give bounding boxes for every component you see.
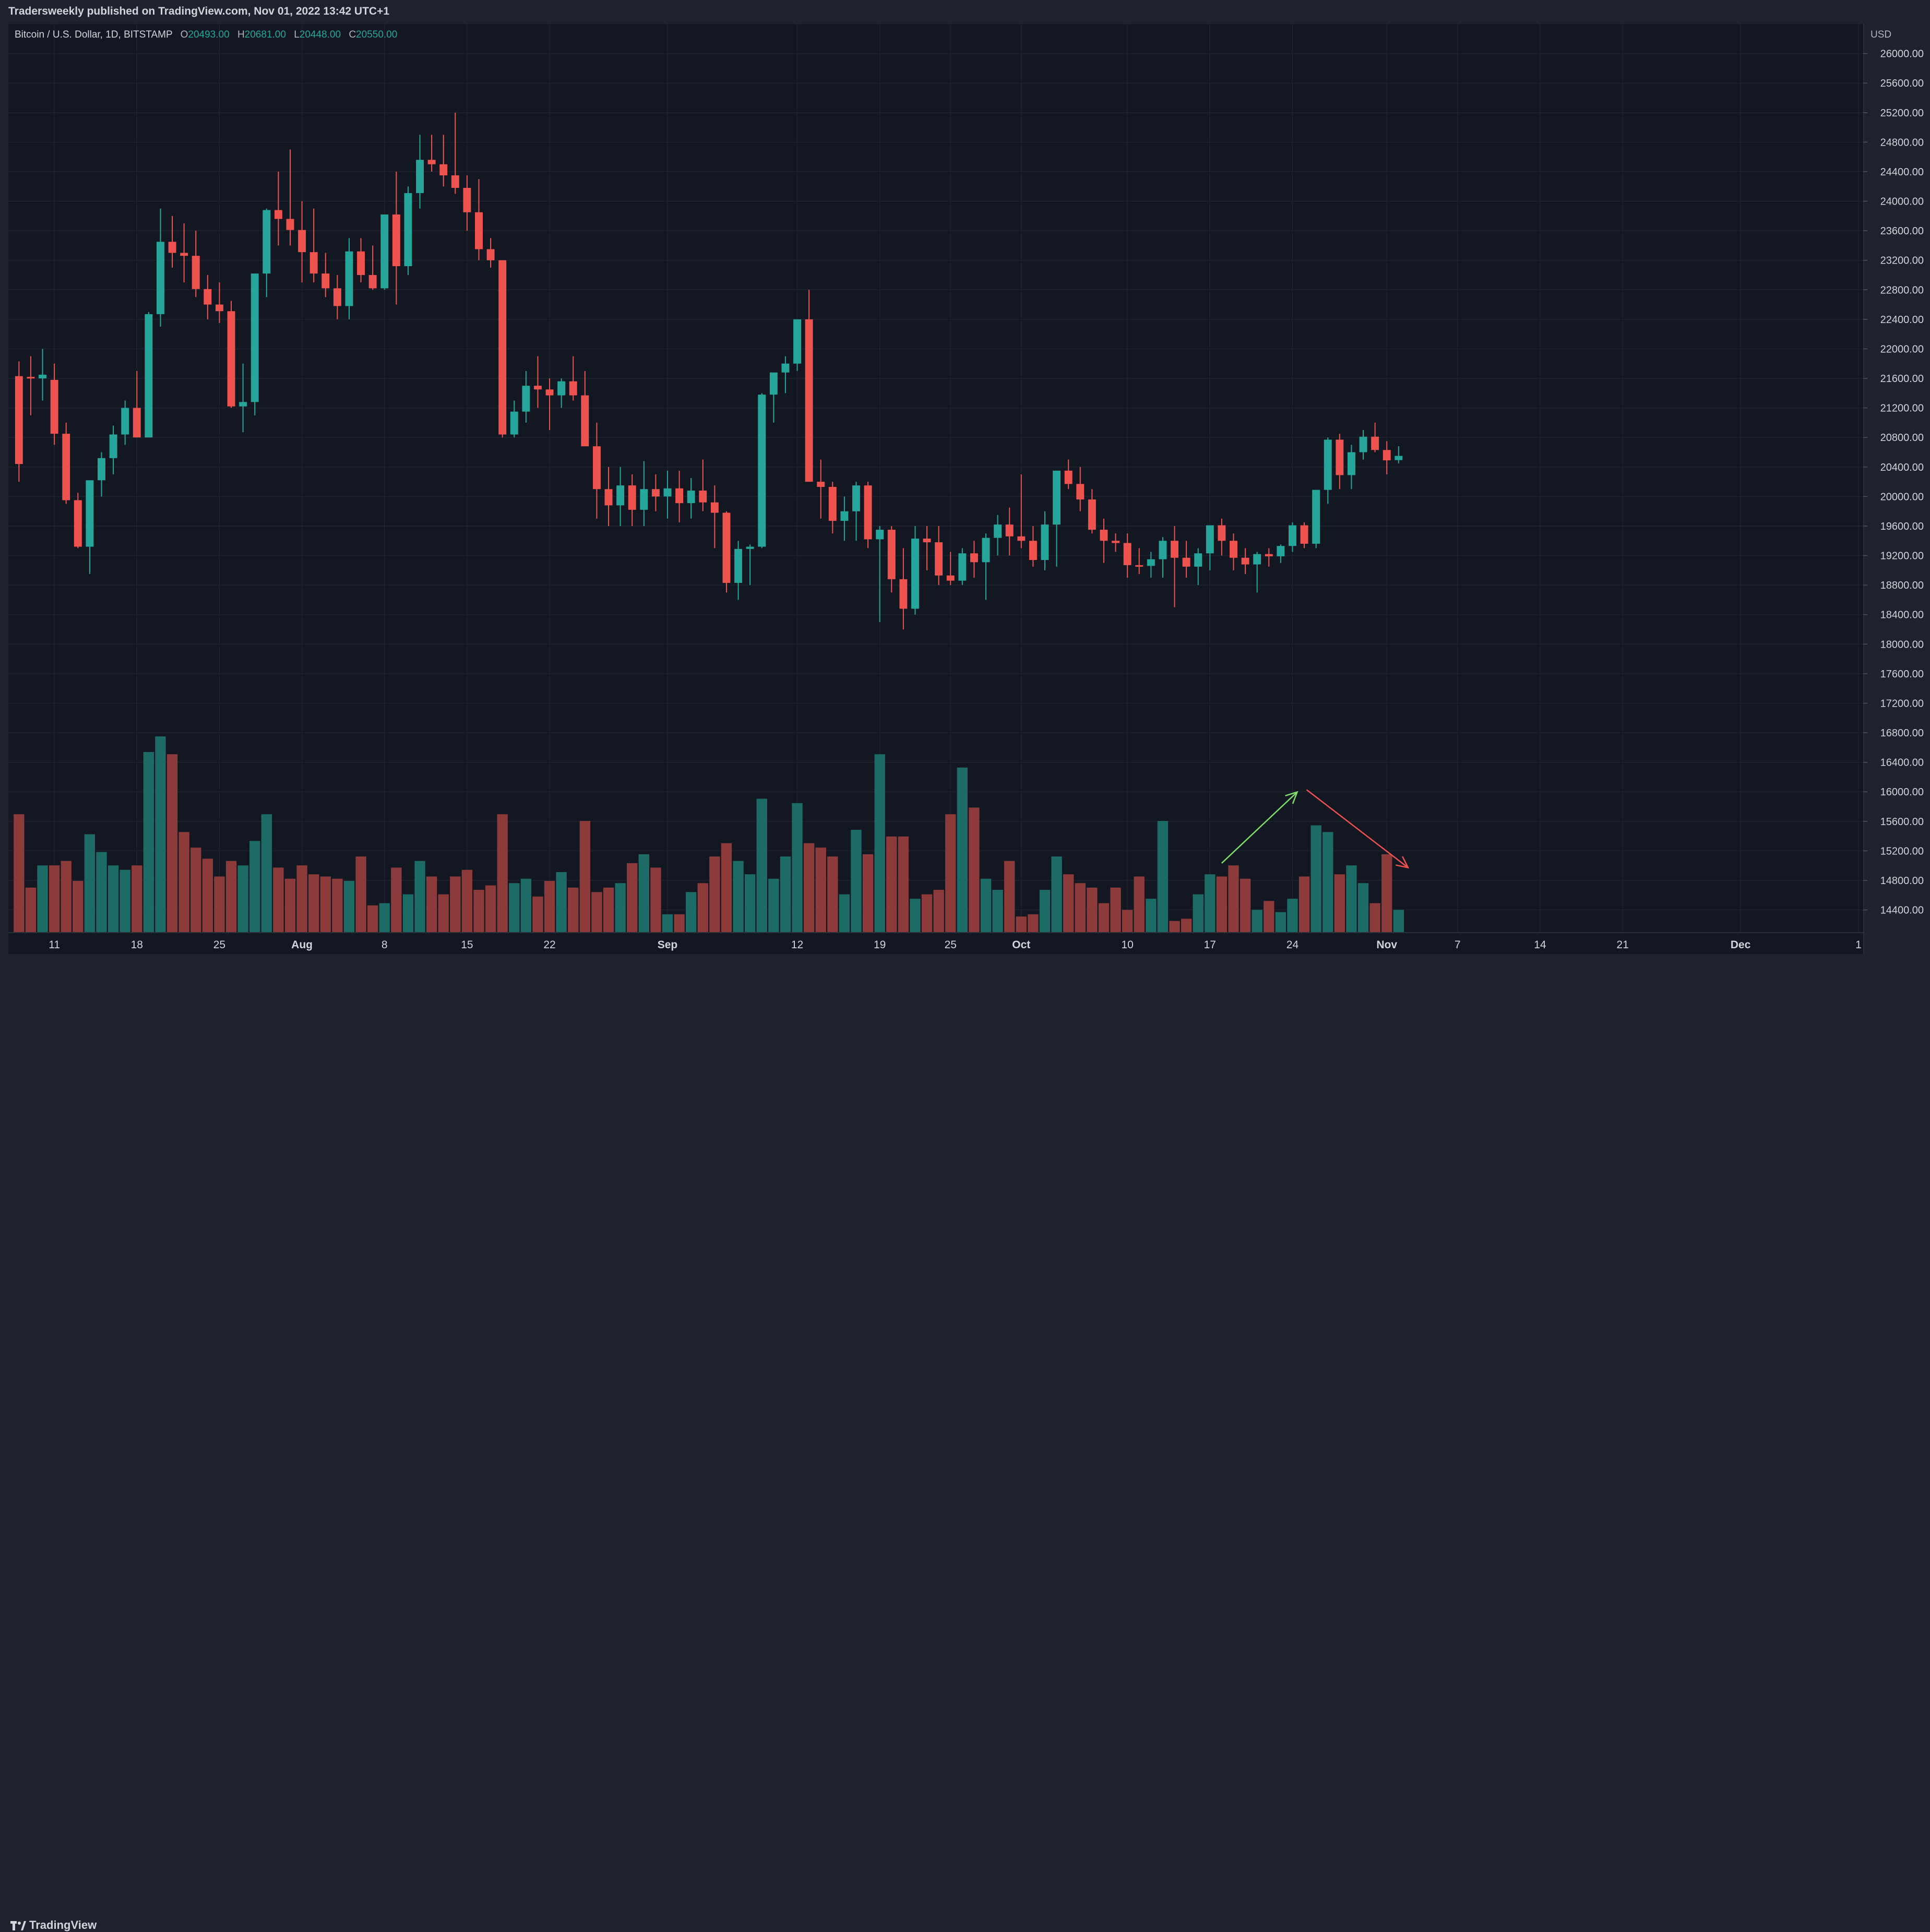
tradingview-brand: TradingView: [29, 1918, 97, 1931]
low-key: L: [294, 29, 300, 40]
symbol-legend: Bitcoin / U.S. Dollar, 1D, BITSTAMP O204…: [15, 29, 397, 41]
price-tick-label: 22000.00: [1880, 343, 1924, 355]
open-key: O: [180, 29, 188, 40]
price-tick-label: 14400.00: [1880, 905, 1924, 916]
price-tick-label: 17600.00: [1880, 669, 1924, 680]
symbol-name: Bitcoin / U.S. Dollar, 1D, BITSTAMP: [15, 29, 173, 40]
price-tick-label: 20800.00: [1880, 432, 1924, 444]
chart-area[interactable]: [8, 24, 1863, 954]
price-tick-label: 19600.00: [1880, 521, 1924, 532]
header-bar: Tradersweekly published on TradingView.c…: [0, 0, 1930, 24]
price-tick-label: 16000.00: [1880, 786, 1924, 798]
price-tick-label: 16800.00: [1880, 728, 1924, 739]
close-key: C: [349, 29, 356, 40]
price-tick-label: 17200.00: [1880, 698, 1924, 709]
price-tick-label: 21600.00: [1880, 373, 1924, 385]
price-tick-label: 16400.00: [1880, 757, 1924, 769]
time-axis-separator: [8, 932, 1863, 933]
price-tick-label: 25600.00: [1880, 78, 1924, 89]
price-tick-label: 15600.00: [1880, 816, 1924, 828]
price-tick-label: 19200.00: [1880, 551, 1924, 562]
open-value: 20493.00: [188, 29, 230, 40]
close-value: 20550.00: [356, 29, 398, 40]
price-tick-label: 23200.00: [1880, 255, 1924, 267]
price-tick-label: 18000.00: [1880, 639, 1924, 650]
tradingview-logo-icon: [10, 1921, 26, 1930]
price-axis: USD 26000.00 25600.00 25200.00 24800.00 24400…: [1863, 29, 1924, 916]
price-tick-label: 20400.00: [1880, 462, 1924, 473]
price-tick-label: 24400.00: [1880, 166, 1924, 178]
price-tick-label: 15200.00: [1880, 845, 1924, 857]
high-value: 20681.00: [244, 29, 286, 40]
low-value: 20448.00: [299, 29, 341, 40]
price-tick-label: 26000.00: [1880, 49, 1924, 60]
high-key: H: [237, 29, 245, 40]
price-tick-label: 20000.00: [1880, 491, 1924, 503]
price-tick-label: 21200.00: [1880, 403, 1924, 414]
price-tick-label: 23600.00: [1880, 225, 1924, 237]
price-tick-label: 22400.00: [1880, 314, 1924, 326]
price-tick-label: 14800.00: [1880, 875, 1924, 887]
currency-label: USD: [1871, 29, 1891, 40]
price-tick-label: 22800.00: [1880, 284, 1924, 296]
price-tick-label: 24800.00: [1880, 137, 1924, 148]
publish-info: Tradersweekly published on TradingView.c…: [8, 5, 390, 17]
price-tick-label: 24000.00: [1880, 196, 1924, 208]
footer-bar: TradingView: [0, 954, 1930, 1931]
price-axis-separator: [1863, 24, 1864, 954]
price-tick-label: 18400.00: [1880, 610, 1924, 621]
price-tick-label: 18800.00: [1880, 580, 1924, 591]
price-tick-label: 25200.00: [1880, 108, 1924, 119]
